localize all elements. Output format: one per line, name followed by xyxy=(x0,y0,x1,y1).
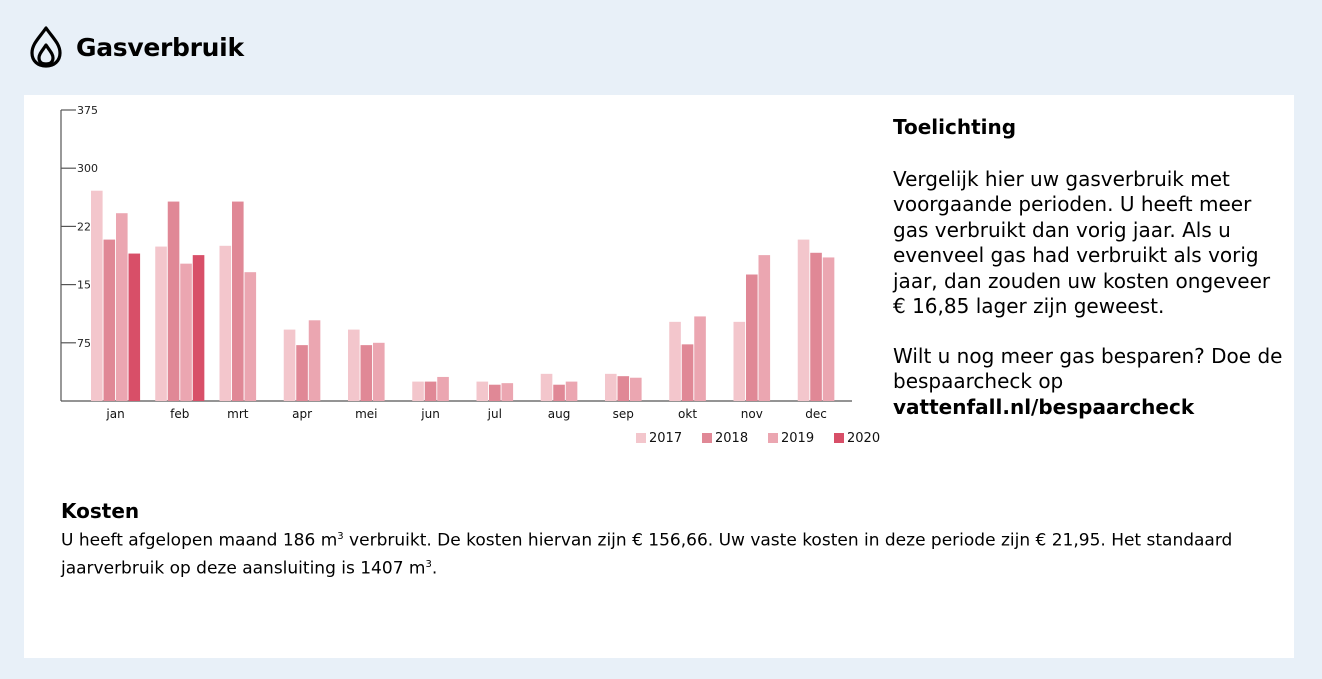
explanation-heading: Toelichting xyxy=(893,115,1017,139)
x-tick-label: mrt xyxy=(227,407,249,421)
bar-2018-mei xyxy=(360,345,373,401)
bar-2017-dec xyxy=(797,239,810,401)
y-tick-label: 375 xyxy=(77,104,98,117)
bar-2019-jan xyxy=(116,213,128,401)
bar-2017-nov xyxy=(733,321,746,401)
bar-2017-jun xyxy=(412,381,424,401)
savings-cta: Wilt u nog meer gas besparen? Doe de bes… xyxy=(893,344,1283,421)
bar-2017-feb xyxy=(155,246,167,401)
explanation-panel: Toelichting Vergelijk hier uw gasverbrui… xyxy=(893,115,1283,444)
bar-2017-jan xyxy=(91,190,103,401)
bar-2018-feb xyxy=(167,201,180,401)
content-card: 75 150 225 300 375 jan feb mrt apr mei jun jul aug se… xyxy=(24,95,1294,658)
y-tick-label: 300 xyxy=(77,162,98,175)
bar-2017-mrt xyxy=(219,245,232,401)
y-tick-label: 75 xyxy=(77,337,91,350)
x-tick-label: jun xyxy=(420,407,440,421)
bar-2019-aug xyxy=(565,381,578,401)
explanation-text: Vergelijk hier uw gasverbruik met voorga… xyxy=(893,166,1271,319)
bar-2017-apr xyxy=(283,329,296,401)
x-tick-label: aug xyxy=(548,407,571,421)
legend-swatch-2018 xyxy=(702,433,712,443)
x-tick-label: jul xyxy=(487,407,502,421)
bar-2019-feb xyxy=(180,263,192,401)
page-title: Gasverbruik xyxy=(76,32,244,62)
cubic-superscript: 3 xyxy=(425,558,432,570)
x-tick-label: dec xyxy=(805,407,827,421)
bar-2018-aug xyxy=(553,384,565,401)
costs-heading: Kosten xyxy=(61,499,140,523)
bar-2018-nov xyxy=(746,274,758,401)
bar-2020-jan xyxy=(128,253,141,401)
savings-cta-text: Wilt u nog meer gas besparen? Doe de bes… xyxy=(893,343,1283,394)
x-tick-label: jan xyxy=(105,407,124,421)
bar-2019-jul xyxy=(501,383,514,401)
bar-2019-mrt xyxy=(244,272,257,401)
bar-2017-sep xyxy=(605,373,617,401)
bar-2019-jun xyxy=(437,376,449,401)
costs-text-part-1: U heeft afgelopen maand 186 m xyxy=(61,530,338,551)
cubic-superscript: 3 xyxy=(337,531,344,542)
bar-2017-okt xyxy=(669,321,681,401)
x-tick-label: feb xyxy=(170,407,189,421)
bar-2019-sep xyxy=(630,377,642,401)
x-tick-label: apr xyxy=(292,407,312,421)
bar-2019-mei xyxy=(373,342,385,401)
bar-2018-okt xyxy=(681,344,694,401)
bar-2018-jan xyxy=(103,239,116,401)
bar-2019-dec xyxy=(822,257,835,401)
bar-2018-sep xyxy=(617,376,630,401)
gas-usage-chart: 75 150 225 300 375 jan feb mrt apr mei jun jul aug se… xyxy=(46,99,896,464)
bar-2018-apr xyxy=(296,345,308,401)
bespaarcheck-link[interactable]: vattenfall.nl/bespaarcheck xyxy=(893,394,1195,419)
costs-text-part-3: . xyxy=(431,558,438,579)
bar-2017-aug xyxy=(540,373,553,401)
flame-icon xyxy=(30,26,62,68)
bar-2018-jun xyxy=(424,381,437,401)
bar-2018-jul xyxy=(489,384,501,401)
legend-swatch-2019 xyxy=(768,433,778,443)
legend-swatch-2017 xyxy=(636,433,646,443)
costs-text: U heeft afgelopen maand 186 m3 verbruikt… xyxy=(61,525,1261,580)
legend-label-2017: 2017 xyxy=(649,431,682,446)
x-tick-label: sep xyxy=(613,407,634,421)
bar-2018-mrt xyxy=(232,201,244,401)
x-tick-label: mei xyxy=(355,407,377,421)
page-header: Gasverbruik xyxy=(28,24,244,70)
bar-2017-mei xyxy=(348,329,360,401)
bar-2019-okt xyxy=(694,316,706,401)
costs-section: Kosten U heeft afgelopen maand 186 m3 ve… xyxy=(61,499,1261,580)
bar-2017-jul xyxy=(476,381,489,401)
legend-label-2018: 2018 xyxy=(715,431,748,446)
bar-2020-feb xyxy=(192,255,205,401)
legend-swatch-2020 xyxy=(834,433,844,443)
bar-2019-apr xyxy=(308,320,321,401)
legend-label-2019: 2019 xyxy=(781,431,814,446)
bar-2018-dec xyxy=(810,252,822,401)
costs-text-part-2: verbruikt. De kosten hiervan zijn € 156,… xyxy=(61,530,1233,579)
x-tick-label: okt xyxy=(678,407,697,421)
bar-2019-nov xyxy=(758,255,771,401)
legend-label-2020: 2020 xyxy=(847,431,880,446)
x-tick-label: nov xyxy=(741,407,763,421)
